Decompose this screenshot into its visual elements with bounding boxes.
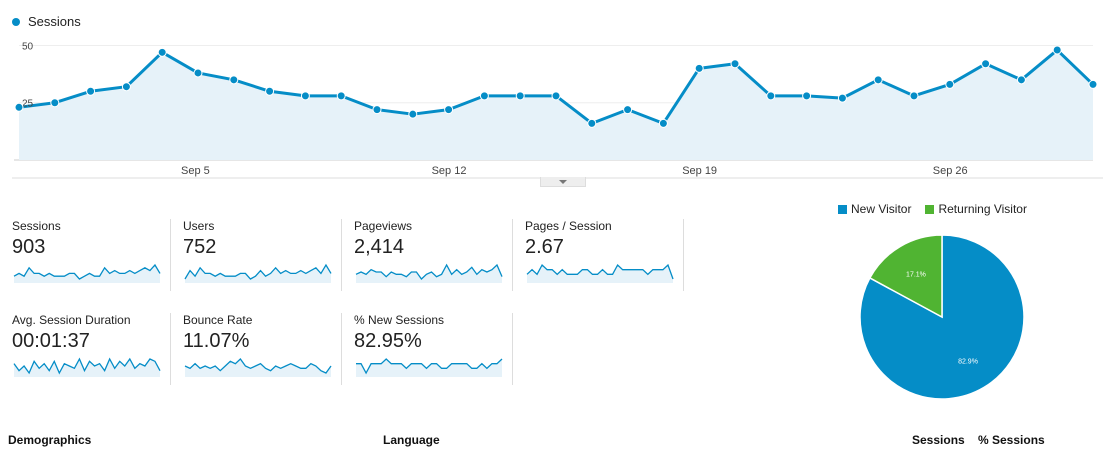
sessions-column-header: Sessions <box>912 433 965 447</box>
data-point[interactable] <box>623 105 633 115</box>
metric-tile[interactable]: Users 752 <box>183 219 342 291</box>
data-point[interactable] <box>515 91 525 101</box>
pie-slice[interactable] <box>868 234 943 319</box>
data-point[interactable] <box>121 82 131 92</box>
metric-sparkline <box>13 263 161 283</box>
metric-sparkline <box>13 357 161 377</box>
x-tick-label: Sep 12 <box>432 165 467 177</box>
data-point[interactable] <box>837 93 847 103</box>
metric-label: Pages / Session <box>525 219 612 233</box>
data-point[interactable] <box>14 102 24 112</box>
metric-value: 82.95% <box>354 330 422 352</box>
pie-legend-new-visitor[interactable]: New Visitor <box>838 202 911 216</box>
metric-sparkline <box>184 263 332 283</box>
x-tick-label: Sep 19 <box>682 165 717 177</box>
metric-sparkline <box>184 358 332 377</box>
chevron-down-icon <box>559 179 567 184</box>
pie-legend: New Visitor Returning Visitor <box>838 202 1027 216</box>
data-point[interactable] <box>372 105 382 115</box>
data-point[interactable] <box>873 75 883 85</box>
data-point[interactable] <box>1052 45 1062 55</box>
data-point[interactable] <box>336 91 346 101</box>
pie-legend-label: Returning Visitor <box>938 202 1027 216</box>
x-tick-label: Sep 26 <box>933 165 968 177</box>
legend-dot-icon <box>12 17 20 26</box>
data-point[interactable] <box>86 86 96 96</box>
language-header: Language <box>383 433 440 447</box>
legend-label: Sessions <box>28 14 81 29</box>
pie-data-label: 82.9% <box>958 359 978 366</box>
metric-value: 2,414 <box>354 236 405 258</box>
metric-tile[interactable]: Avg. Session Duration 00:01:37 <box>12 313 171 385</box>
data-point[interactable] <box>658 118 668 128</box>
metric-label: % New Sessions <box>354 313 445 327</box>
data-point[interactable] <box>300 91 310 101</box>
data-point[interactable] <box>479 91 489 101</box>
metric-label: Bounce Rate <box>183 313 253 327</box>
metric-label: Sessions <box>12 219 61 233</box>
metric-sparkline <box>526 263 674 283</box>
visitor-pie-chart[interactable]: 82.9% 17.1% <box>850 225 1034 409</box>
y-tick-label: 25 <box>22 99 34 110</box>
metric-label: Avg. Session Duration <box>12 313 131 327</box>
metric-label: Users <box>183 219 215 233</box>
sessions-line-chart[interactable]: 25 50 Sep 5 Sep 12 Sep 19 Sep 26 <box>0 30 1113 180</box>
data-point[interactable] <box>802 91 812 101</box>
metric-sparkline <box>356 358 503 377</box>
pie-data-label: 17.1% <box>906 271 926 278</box>
data-point[interactable] <box>229 75 239 85</box>
data-point[interactable] <box>50 98 60 108</box>
metric-value: 11.07% <box>183 330 250 352</box>
demographics-header[interactable]: Demographics <box>8 433 92 447</box>
data-point[interactable] <box>193 68 203 78</box>
data-point[interactable] <box>551 91 561 101</box>
data-point[interactable] <box>408 109 418 119</box>
data-point[interactable] <box>730 59 740 69</box>
data-point[interactable] <box>157 47 167 57</box>
metric-label: Pageviews <box>354 219 413 233</box>
metric-value: 2.67 <box>525 236 564 258</box>
chart-collapse-handle[interactable] <box>540 177 586 187</box>
data-point[interactable] <box>694 63 704 73</box>
legend-swatch-icon <box>838 204 847 214</box>
sessions-area-fill <box>19 50 1093 160</box>
data-point[interactable] <box>587 118 597 128</box>
data-point[interactable] <box>265 86 275 96</box>
legend-swatch-icon <box>925 204 935 214</box>
pie-legend-label: New Visitor <box>851 202 912 216</box>
data-point[interactable] <box>1088 79 1098 89</box>
pie-legend-returning-visitor[interactable]: Returning Visitor <box>925 202 1027 216</box>
data-point[interactable] <box>909 91 919 101</box>
data-point[interactable] <box>945 79 955 89</box>
x-tick-label: Sep 5 <box>181 165 210 177</box>
metric-sparkline <box>355 263 503 283</box>
metric-tile[interactable]: % New Sessions 82.95% <box>354 313 513 385</box>
metric-value: 00:01:37 <box>12 330 90 352</box>
y-tick-label: 50 <box>22 41 34 52</box>
pct-sessions-column-header: % Sessions <box>978 433 1045 447</box>
data-point[interactable] <box>766 91 776 101</box>
metric-tile[interactable]: Pages / Session 2.67 <box>525 219 684 291</box>
metric-tile[interactable]: Pageviews 2,414 <box>354 219 513 291</box>
data-point[interactable] <box>981 59 991 69</box>
chart-legend[interactable]: Sessions <box>12 14 81 29</box>
metric-value: 903 <box>12 236 46 258</box>
data-point[interactable] <box>444 105 454 115</box>
metric-tile[interactable]: Sessions 903 <box>12 219 171 291</box>
metric-value: 752 <box>183 236 217 258</box>
data-point[interactable] <box>1016 75 1026 85</box>
metric-tile[interactable]: Bounce Rate 11.07% <box>183 313 342 385</box>
